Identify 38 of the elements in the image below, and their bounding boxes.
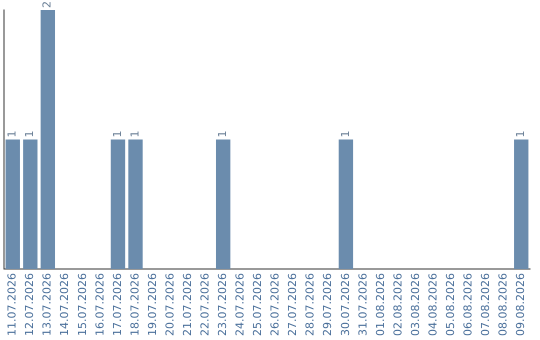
x-tick-label: 16.07.2026 xyxy=(93,273,106,336)
data-label: 1 xyxy=(23,130,36,138)
x-tick-label: 04.08.2026 xyxy=(426,273,440,336)
x-tick-label: 14.07.2026 xyxy=(58,273,72,336)
x-tick-label: 08.08.2026 xyxy=(496,273,510,336)
data-label: 2 xyxy=(40,1,54,8)
x-tick-label: 20.07.2026 xyxy=(163,273,176,336)
x-tick-label: 09.08.2026 xyxy=(514,273,528,336)
x-tick-label: 02.08.2026 xyxy=(391,273,404,336)
data-label: 1 xyxy=(338,130,352,138)
data-label: 1 xyxy=(514,130,528,138)
x-tick-label: 19.07.2026 xyxy=(146,273,159,336)
x-tick-label: 25.07.2026 xyxy=(251,273,264,336)
x-tick-label: 07.08.2026 xyxy=(479,273,492,336)
x-tick-label: 26.07.2026 xyxy=(268,273,282,336)
x-tick-label: 22.07.2026 xyxy=(198,273,212,336)
data-label: 1 xyxy=(110,130,124,138)
data-label: 1 xyxy=(128,130,142,138)
x-tick-label: 15.07.2026 xyxy=(76,273,89,336)
x-tick-label: 28.07.2026 xyxy=(304,273,317,336)
x-tick-label: 12.07.2026 xyxy=(23,273,36,336)
x-tick-label: 05.08.2026 xyxy=(444,273,457,336)
x-tick-label: 01.08.2026 xyxy=(374,273,387,336)
x-tick-label: 17.07.2026 xyxy=(110,273,124,336)
x-tick-label: 24.07.2026 xyxy=(234,273,247,336)
x-tick-label: 18.07.2026 xyxy=(128,273,142,336)
data-label: 1 xyxy=(6,130,19,138)
x-tick-label: 27.07.2026 xyxy=(286,273,300,336)
x-tick-label: 11.07.2026 xyxy=(6,273,19,336)
x-tick-label: 31.07.2026 xyxy=(356,273,370,336)
x-tick-label: 13.07.2026 xyxy=(40,273,54,336)
data-label: 1 xyxy=(216,130,230,138)
x-tick-label: 30.07.2026 xyxy=(338,273,352,336)
x-tick-label: 21.07.2026 xyxy=(180,273,194,336)
x-tick-label: 06.08.2026 xyxy=(461,273,474,336)
x-tick-label: 03.08.2026 xyxy=(408,273,422,336)
x-tick-label: 29.07.2026 xyxy=(321,273,334,336)
x-tick-label: 23.07.2026 xyxy=(216,273,230,336)
